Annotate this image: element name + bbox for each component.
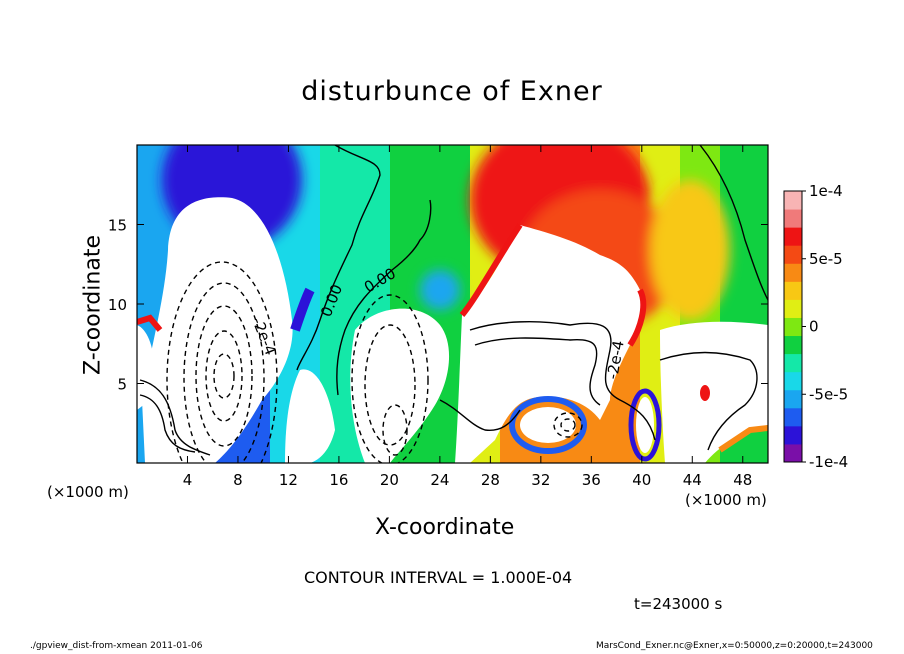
colorbar-swatch [784,281,802,300]
y-axis: 5 10 15 [108,217,768,394]
colorbar-tick-label: -5e-5 [809,385,848,403]
contour-neg [183,282,265,463]
field-ring [509,396,587,454]
colorbar-swatch [784,299,802,318]
chart-title: disturbunce of Exner [301,76,603,107]
contour-lines [139,145,768,456]
colorbar-tick-label: 0 [809,318,819,336]
x-axis-title: X-coordinate [375,515,515,540]
contour-neg [364,324,416,446]
x-tick-label: 4 [183,471,193,489]
field-blob [650,180,730,320]
contour-neg [166,261,278,463]
contour-dashed [166,261,583,463]
colorbar-swatch [784,371,802,391]
colorbar-tick-label: -1e-4 [809,453,848,471]
heatmap-field: 0.00 0.00 -2e-4 -2e-4 [137,145,768,463]
colorbar-tick-label: 1e-4 [809,182,843,200]
field-ring [459,223,523,317]
colorbar-swatch [784,389,802,409]
contour-zero [699,145,768,301]
x-tick-label: 32 [531,471,550,489]
x-tick-label: 40 [632,471,651,489]
contour-interval-label: CONTOUR INTERVAL = 1.000E-04 [304,568,573,587]
saturated-region [137,325,155,410]
colorbar-swatch [784,209,802,228]
contour-solid [139,379,211,456]
colorbar-swatch [784,353,802,373]
contour-solid [474,337,601,406]
x-unit-label-right: (×1000 m) [685,491,767,509]
colorbar-swatch [784,245,802,264]
x-tick-label: 12 [279,471,298,489]
saturated-region [350,308,450,463]
contour-neg [213,353,235,399]
x-tick-label: 48 [733,471,752,489]
colorbar-tick-label: 5e-5 [809,250,843,268]
contour-solid [439,399,521,432]
footer-left: ./gpview_dist-from-xmean 2011-01-06 [30,641,203,651]
contour-neg [205,330,243,422]
field-blob [420,270,460,310]
colorbar: 1e-4 5e-5 0 -5e-5 -1e-4 [783,182,848,471]
x-axis: 4 8 12 16 20 24 28 32 36 40 44 48 [183,145,752,489]
colorbar-swatch [784,335,802,355]
y-tick-label: 5 [117,376,127,394]
colorbar-swatch [784,443,802,463]
contour-zero [296,145,381,371]
contour-solid [139,394,196,453]
x-tick-label: 20 [380,471,399,489]
contour-solid [469,321,656,441]
field-ring [627,288,647,347]
x-tick-label: 8 [233,471,243,489]
x-tick-label: 28 [481,471,500,489]
time-label: t=243000 s [634,595,723,613]
x-tick-label: 24 [430,471,449,489]
field-ring [628,388,662,462]
saturated-region [285,369,335,463]
y-axis-title: Z-coordinate [80,235,106,375]
y-tick-label: 10 [108,296,127,314]
x-tick-label: 16 [329,471,348,489]
x-tick-label: 44 [683,471,702,489]
colorbar-swatch [784,263,802,282]
contour-neg [553,412,583,438]
saturated-region [455,225,644,463]
colorbar-swatch [784,425,802,445]
contour-neg [560,418,576,432]
contour-neg [382,404,408,456]
field-ring [290,287,315,332]
colorbar-swatch [784,227,802,246]
colorbar-swatch [784,407,802,427]
contour-neg [195,305,253,447]
colorbar-swatch [784,191,802,210]
footer-right: MarsCond_Exner.nc@Exner,x=0:50000,z=0:20… [596,641,873,651]
field-ring [718,425,768,453]
x-tick-label: 36 [582,471,601,489]
contour-neg [351,294,429,463]
x-unit-label: (×1000 m) [47,483,129,501]
y-tick-label: 15 [108,217,127,235]
saturated-region [636,397,654,453]
contour-solid [659,351,758,451]
field-ring [137,314,163,332]
saturated-region [520,407,576,443]
field-ring [700,385,710,401]
contour-zero [336,199,432,396]
colorbar-swatch [784,317,802,337]
saturated-region [142,197,293,463]
